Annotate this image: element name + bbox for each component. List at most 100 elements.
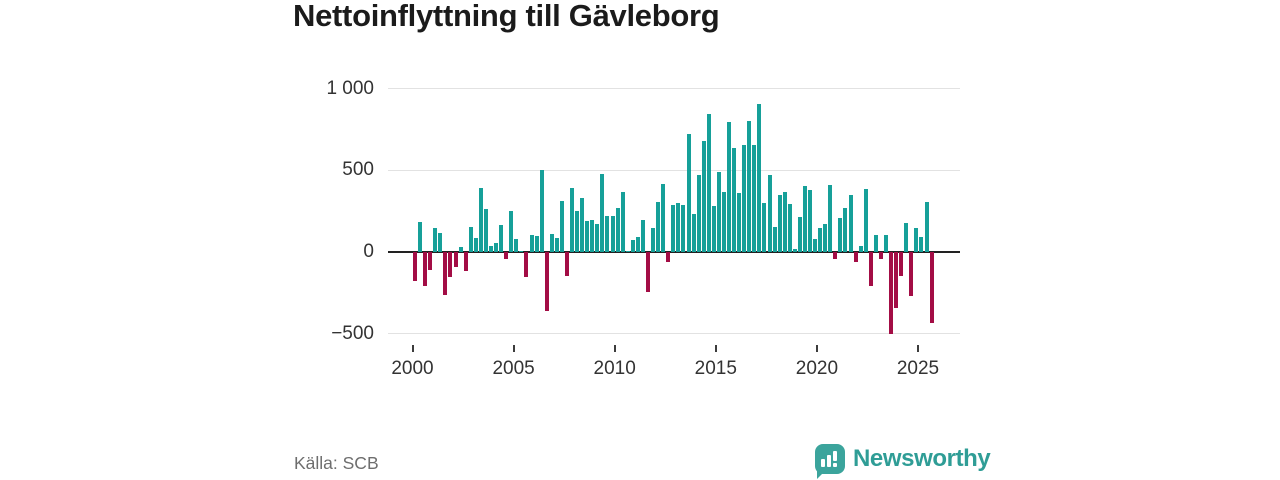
bar [681,204,686,252]
bar [620,191,625,252]
bar [762,203,767,252]
x-axis-tick [815,345,818,352]
bar [504,252,509,260]
bar [747,121,752,252]
bar [797,216,802,252]
bar [534,236,539,252]
bar [914,227,919,252]
bar [929,252,934,324]
bar [559,200,564,252]
bar [873,234,878,252]
bar [473,238,478,252]
logo-bar-icon [821,459,825,467]
bar [721,191,726,252]
bar [757,104,762,252]
bar [848,194,853,252]
bar [732,147,736,252]
bar [590,219,595,252]
bar [863,189,868,252]
bar [585,220,590,252]
bar [575,210,579,252]
bar [656,201,661,252]
logo-exclamation-dot-icon [833,463,837,467]
bar [823,224,828,252]
newsworthy-logo-icon [815,444,845,479]
bar [549,233,554,252]
bar [499,224,504,252]
logo-bar-icon [827,455,831,467]
bar [777,194,782,252]
x-axis-tick [714,345,717,352]
bar [413,252,417,281]
bar [564,252,569,277]
bar [489,245,493,252]
bar [580,198,585,252]
x-axis-label: 2015 [694,358,737,379]
bar [919,236,924,252]
bar [752,144,757,252]
bar [468,227,473,252]
bar [899,252,904,276]
bar [802,186,807,252]
bar [570,188,574,252]
bar [610,216,615,252]
y-axis-label: 500 [342,159,374,181]
gridline [388,333,960,334]
bar [696,175,701,252]
bar [924,201,929,252]
gridline [388,88,960,89]
y-axis-label: 1 000 [326,77,374,99]
source-note: Källa: SCB [294,453,379,473]
bar [671,205,676,252]
bar [767,175,772,252]
bar [909,252,914,296]
bar [448,252,453,277]
bar [691,214,696,252]
bar [438,232,443,252]
chart-title: Nettoinflyttning till Gävleborg [293,0,720,33]
bar [808,189,812,252]
bar [828,185,833,252]
bar [529,234,534,252]
bar [463,252,468,271]
bar [833,252,838,259]
bar [858,246,863,252]
bar [635,237,640,252]
x-axis-tick [917,345,919,352]
bar [554,238,559,252]
bar [524,252,529,278]
bar [666,252,671,262]
bar [868,252,873,286]
brand-footer: Newsworthy [815,444,991,479]
bar [640,219,645,252]
bar [453,252,458,267]
bar [625,251,630,252]
bar [676,203,681,252]
bar [742,145,747,252]
bar [651,227,655,252]
bar [701,141,706,252]
bar [600,174,605,252]
bar [443,252,448,295]
x-axis-tick [512,345,515,352]
speech-bubble-tail [817,470,826,479]
bar [737,193,742,252]
bar [509,210,514,252]
y-axis-label: 0 [363,241,374,262]
x-axis-label: 2005 [492,358,535,379]
logo-bar-icon [833,451,837,461]
bar [727,122,731,252]
bar [595,223,600,252]
bar [782,192,787,252]
bar [772,226,777,252]
bar [818,227,823,252]
bar [838,217,843,252]
bar [418,222,423,252]
bar [605,216,610,252]
gridline [388,170,960,171]
bar [514,238,519,252]
x-axis-label: 2000 [391,358,434,379]
x-axis-label: 2025 [896,358,940,379]
bar [889,252,893,335]
